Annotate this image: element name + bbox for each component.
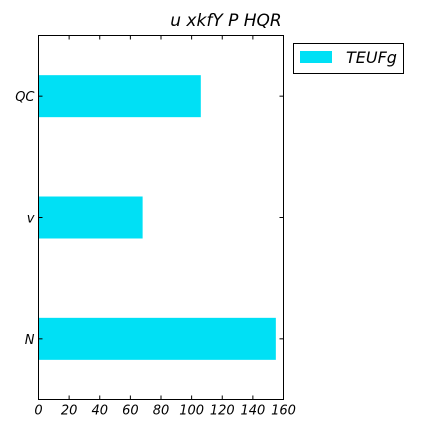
bar-N	[38, 317, 276, 360]
legend-swatch	[300, 51, 332, 63]
bar-QC	[38, 75, 201, 118]
x-tick-label: 120	[210, 404, 235, 419]
legend: TEUFg	[293, 43, 404, 74]
y-tick-label: v	[27, 212, 35, 227]
y-tick-label: N	[25, 333, 35, 348]
x-tick-label: 0	[34, 404, 42, 419]
chart-title: u xkfY P HQR	[170, 11, 282, 31]
y-tick-label: QC	[15, 90, 35, 105]
x-tick-label: 20	[61, 404, 78, 419]
x-tick-label: 160	[271, 404, 296, 419]
x-tick-label: 80	[153, 404, 170, 419]
x-tick-label: 60	[122, 404, 139, 419]
bar-v	[38, 196, 143, 239]
legend-label: TEUFg	[346, 48, 397, 67]
x-tick-label: 100	[179, 404, 204, 419]
x-tick-label: 140	[240, 404, 265, 419]
x-tick-label: 40	[91, 404, 108, 419]
